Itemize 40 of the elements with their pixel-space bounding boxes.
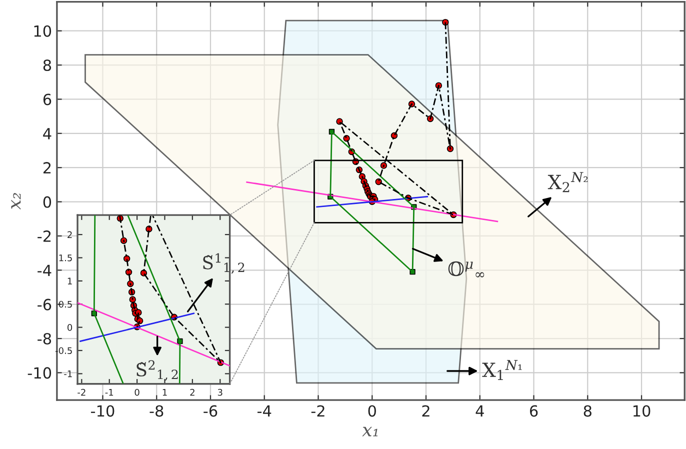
annotation: X$_{1}$$^{N₁}$ [482, 360, 522, 380]
x-axis-title: x₁ [362, 426, 378, 436]
x-tick-label: -2 [311, 405, 324, 417]
y-tick-label: 2 [43, 162, 51, 174]
x-tick-label: -6 [204, 405, 218, 417]
x-tick-label: 1 [162, 389, 167, 396]
y-tick-label: 0 [68, 324, 72, 331]
y-tick-label: -1 [64, 370, 72, 378]
y-tick-label: -2 [38, 230, 51, 242]
x-tick-label: -1 [105, 389, 114, 396]
x-tick-label: 10 [633, 405, 650, 417]
y-tick-label: 1.5 [59, 254, 72, 262]
y-tick-label: 0 [43, 196, 52, 208]
x-tick-label: 4 [476, 405, 484, 417]
x-tick-label: 3 [218, 388, 222, 396]
x-tick-label: 2 [190, 388, 194, 396]
x-tick-label: 0 [368, 405, 376, 417]
x-tick-label: 2 [422, 405, 430, 417]
annotation: S̃$^{2}$$_{1,2}$ [136, 360, 178, 381]
y-tick-label: 4 [43, 128, 52, 140]
y-axis-title: x₂ [11, 193, 21, 210]
x-tick-label: 0 [134, 388, 140, 396]
y-tick-label: -6 [38, 298, 52, 310]
x-tick-label: -2 [78, 388, 86, 396]
y-tick-label: 8 [43, 60, 52, 72]
y-tick-label: 10 [34, 25, 52, 37]
y-tick-label: -4 [38, 264, 52, 276]
x-tick-label: -4 [258, 405, 272, 417]
y-tick-label: -8 [38, 332, 52, 345]
x-tick-label: 8 [584, 405, 592, 417]
y-tick-label: -10 [28, 367, 52, 379]
annotation: 𝕆$^{μ}$$_{∞}$ [448, 261, 484, 278]
y-tick-label: 1 [68, 278, 72, 284]
y-tick-label: 6 [43, 94, 52, 106]
x-tick-label: -10 [91, 405, 114, 417]
x-tick-label: 6 [530, 405, 538, 417]
y-tick-label: 2 [68, 231, 72, 238]
y-tick-label: 0.5 [58, 300, 72, 308]
annotation: X$_{2}$$^{N₂}$ [548, 172, 588, 192]
x-tick-label: -8 [150, 405, 164, 417]
